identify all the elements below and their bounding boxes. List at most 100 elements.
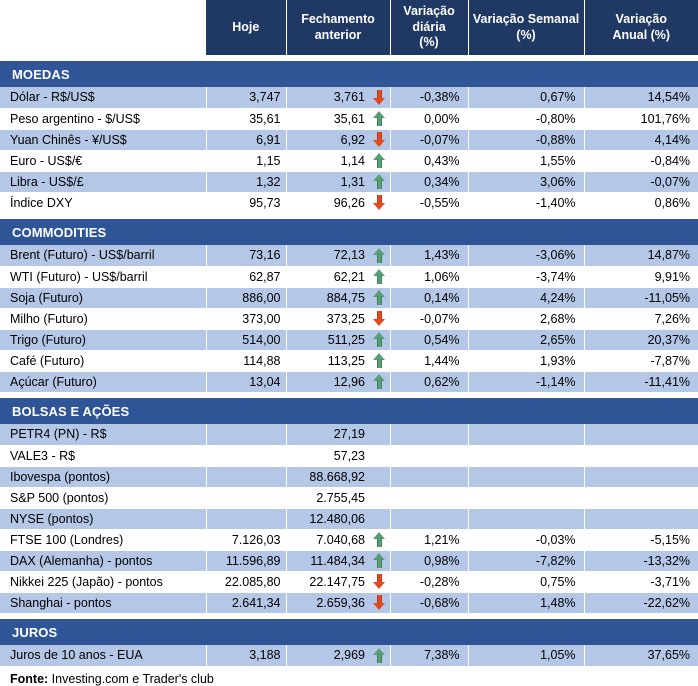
table-row[interactable]: VALE3 - R$ 57,23	[0, 445, 698, 467]
cell-today: 7.126,03	[205, 529, 286, 551]
cell-daily-change: 0,54%	[389, 329, 469, 351]
cell-weekly-change: 1,55%	[467, 150, 585, 172]
cell-daily-change: -0,28%	[389, 571, 469, 593]
cell-yearly-change: -5,15%	[583, 529, 698, 551]
cell-today: 95,73	[205, 192, 286, 214]
table-header: Hoje Fechamento anterior Variação diária…	[0, 0, 698, 55]
cell-weekly-change	[467, 445, 585, 467]
cell-today: 3,747	[205, 87, 286, 109]
table-row[interactable]: Euro - US$/€ 1,15 1,14 0,43% 1,55% -0,84%	[0, 150, 698, 172]
table-row[interactable]: Shanghai - pontos 2.641,34 2.659,36 -0,68% 1…	[0, 592, 698, 614]
header-variacao-diaria-line1: Variação diária	[403, 4, 455, 34]
arrow-up-icon	[373, 647, 386, 663]
row-label: Brent (Futuro) - US$/barril	[0, 245, 206, 267]
table-row[interactable]: Libra - US$/£ 1,32 1,31 0,34% 3,06% -0,07%	[0, 171, 698, 193]
cell-daily-change	[389, 424, 469, 446]
header-cell-variacao-semanal: Variação Semanal (%)	[467, 0, 585, 55]
cell-today: 62,87	[205, 266, 286, 288]
row-label: Café (Futuro)	[0, 350, 206, 372]
source-note: Fonte: Investing.com e Trader's club	[0, 667, 698, 686]
header-hoje-label: Hoje	[232, 19, 260, 34]
cell-weekly-change	[467, 508, 585, 530]
cell-daily-change: -0,55%	[389, 192, 469, 214]
cell-yearly-change: -0,84%	[583, 150, 698, 172]
table-row[interactable]: Índice DXY 95,73 96,26 -0,55% -1,40% 0,86%	[0, 192, 698, 214]
row-label: FTSE 100 (Londres)	[0, 529, 206, 551]
table-row[interactable]: Peso argentino - $/US$ 35,61 35,61 0,00% -0,…	[0, 108, 698, 130]
row-label: Peso argentino - $/US$	[0, 108, 206, 130]
arrow-up-icon	[373, 153, 386, 168]
table-row[interactable]: Nikkei 225 (Japão) - pontos 22.085,80 22.1…	[0, 571, 698, 593]
cell-previous-close: 72,13	[285, 245, 370, 267]
cell-daily-change: 0,00%	[389, 108, 469, 130]
cell-trend-arrow	[370, 466, 391, 488]
table-row[interactable]: WTI (Futuro) - US$/barril 62,87 62,21 1,06%…	[0, 266, 698, 288]
header-cell-blank	[0, 0, 206, 55]
table-row[interactable]: Trigo (Futuro) 514,00 511,25 0,54% 2,65% 20,3…	[0, 329, 698, 351]
cell-today: 1,15	[205, 150, 286, 172]
cell-trend-arrow	[370, 508, 391, 530]
cell-trend-arrow	[370, 424, 391, 446]
cell-today: 373,00	[205, 308, 286, 330]
cell-yearly-change: -13,32%	[583, 550, 698, 572]
table-row[interactable]: Ibovespa (pontos) 88.668,92	[0, 466, 698, 488]
cell-today: 22.085,80	[205, 571, 286, 593]
header-cell-variacao-diaria: Variação diária (%)	[389, 0, 469, 55]
table-row[interactable]: PETR4 (PN) - R$ 27,19	[0, 424, 698, 446]
table-row[interactable]: Milho (Futuro) 373,00 373,25 -0,07% 2,68% 7,2…	[0, 308, 698, 330]
cell-trend-arrow	[370, 350, 391, 372]
row-label: Yuan Chinês - ¥/US$	[0, 129, 206, 151]
table-row[interactable]: FTSE 100 (Londres) 7.126,03 7.040,68 1,21% -…	[0, 529, 698, 551]
header-cell-hoje: Hoje	[206, 0, 286, 55]
market-data-table: Hoje Fechamento anterior Variação diária…	[0, 0, 698, 667]
row-label: PETR4 (PN) - R$	[0, 424, 206, 446]
cell-previous-close: 35,61	[285, 108, 370, 130]
cell-weekly-change	[467, 487, 585, 509]
cell-previous-close: 2,969	[285, 645, 370, 667]
cell-daily-change: 0,43%	[389, 150, 469, 172]
cell-trend-arrow	[370, 266, 391, 288]
section-header-row: MOEDAS	[0, 61, 698, 87]
table-row[interactable]: Açúcar (Futuro) 13,04 12,96 0,62% -1,14% -11,…	[0, 371, 698, 393]
table-row[interactable]: Brent (Futuro) - US$/barril 73,16 72,13 1,4…	[0, 245, 698, 267]
cell-today: 6,91	[205, 129, 286, 151]
cell-today: 1,32	[205, 171, 286, 193]
section-header-row: BOLSAS E AÇÕES	[0, 398, 698, 424]
cell-previous-close: 12,96	[285, 371, 370, 393]
cell-previous-close: 1,31	[285, 171, 370, 193]
table-row[interactable]: Juros de 10 anos - EUA 3,188 2,969 7,38% 1,0…	[0, 645, 698, 667]
arrow-down-icon	[373, 311, 386, 326]
header-variacao-semanal-line1: Variação Semanal	[472, 11, 580, 26]
cell-yearly-change: -22,62%	[583, 592, 698, 614]
table-row[interactable]: Dólar - R$/US$ 3,747 3,761 -0,38% 0,67% 14,54…	[0, 87, 698, 109]
arrow-up-icon	[373, 111, 386, 126]
cell-trend-arrow	[370, 245, 391, 267]
section-title: JUROS	[0, 619, 698, 645]
cell-today	[205, 424, 286, 446]
table-row[interactable]: Soja (Futuro) 886,00 884,75 0,14% 4,24% -11,0…	[0, 287, 698, 309]
table-row[interactable]: Café (Futuro) 114,88 113,25 1,44% 1,93% -7,87…	[0, 350, 698, 372]
section-title: MOEDAS	[0, 61, 698, 87]
cell-previous-close: 6,92	[285, 129, 370, 151]
table-row[interactable]: S&P 500 (pontos) 2.755,45	[0, 487, 698, 509]
cell-yearly-change: 37,65%	[583, 645, 698, 667]
section-gap	[0, 55, 698, 61]
cell-trend-arrow	[370, 529, 391, 551]
cell-today	[205, 466, 286, 488]
row-label: Ibovespa (pontos)	[0, 466, 206, 488]
table-row[interactable]: NYSE (pontos) 12.480,06	[0, 508, 698, 530]
cell-weekly-change: 1,93%	[467, 350, 585, 372]
cell-daily-change	[389, 508, 469, 530]
row-label: DAX (Alemanha) - pontos	[0, 550, 206, 572]
arrow-up-icon	[373, 532, 386, 547]
cell-previous-close: 2.659,36	[285, 592, 370, 614]
cell-daily-change	[389, 466, 469, 488]
cell-daily-change: 0,14%	[389, 287, 469, 309]
cell-daily-change: 1,43%	[389, 245, 469, 267]
cell-daily-change: 1,21%	[389, 529, 469, 551]
table-header-row: Hoje Fechamento anterior Variação diária…	[0, 0, 698, 55]
table-row[interactable]: DAX (Alemanha) - pontos 11.596,89 11.484,3…	[0, 550, 698, 572]
cell-trend-arrow	[370, 192, 391, 214]
cell-weekly-change: 0,67%	[467, 87, 585, 109]
table-row[interactable]: Yuan Chinês - ¥/US$ 6,91 6,92 -0,07% -0,88% 4…	[0, 129, 698, 151]
